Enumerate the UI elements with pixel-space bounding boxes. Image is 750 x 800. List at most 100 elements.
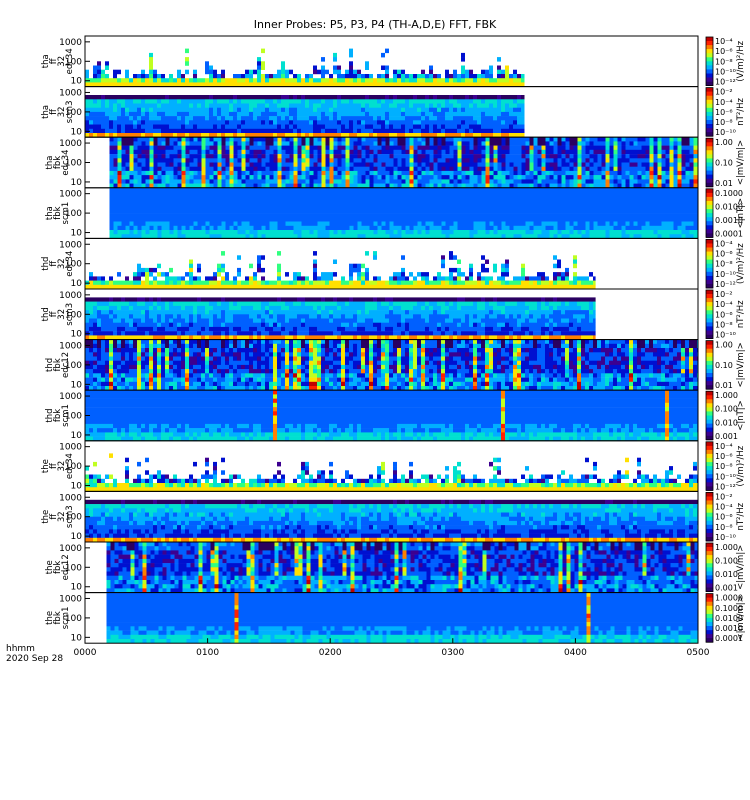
spectrogram-cell xyxy=(193,230,198,235)
spectrogram-cell xyxy=(93,103,97,108)
spectrogram-cell xyxy=(369,225,374,231)
spectrogram-cell xyxy=(293,192,298,197)
spectrogram-cell xyxy=(385,116,389,121)
spectrogram-cell xyxy=(145,133,149,138)
spectrogram-cell xyxy=(649,162,654,167)
spectrogram-cell xyxy=(285,120,289,125)
spectrogram-cell xyxy=(309,116,313,121)
spectrogram-cell xyxy=(145,200,150,205)
spectrogram-cell xyxy=(377,128,381,134)
spectrogram-cell xyxy=(517,187,522,193)
spectrogram-cell xyxy=(349,61,353,66)
spectrogram-cell xyxy=(269,200,274,205)
spectrogram-cell xyxy=(233,213,238,218)
spectrogram-cell xyxy=(329,225,334,231)
spectrogram-cell xyxy=(313,213,318,218)
spectrogram-cell xyxy=(389,213,394,218)
spectrogram-cell xyxy=(337,103,341,108)
spectrogram-cell xyxy=(637,154,642,159)
spectrogram-cell xyxy=(401,234,406,239)
spectrogram-cell xyxy=(529,183,534,189)
spectrogram-cell xyxy=(281,124,285,129)
spectrogram-cell xyxy=(433,204,438,210)
spectrogram-cell xyxy=(185,116,189,121)
spectrogram-cell xyxy=(337,230,342,235)
colorbar-step xyxy=(706,87,713,90)
spectrogram-cell xyxy=(521,158,526,163)
colorbar-step xyxy=(706,47,713,50)
spectrogram-cell xyxy=(341,234,346,239)
spectrogram-cell xyxy=(225,234,230,239)
spectrogram-cell xyxy=(593,137,598,142)
spectrogram-cell xyxy=(565,158,570,163)
spectrogram-cell xyxy=(173,230,178,235)
spectrogram-cell xyxy=(229,154,234,159)
spectrogram-cell xyxy=(377,149,382,155)
spectrogram-cell xyxy=(549,162,554,167)
spectrogram-cell xyxy=(165,137,170,142)
spectrogram-cell xyxy=(233,111,237,117)
spectrogram-cell xyxy=(229,170,234,176)
spectrogram-cell xyxy=(125,145,130,151)
spectrogram-cell xyxy=(273,99,277,104)
spectrogram-cell xyxy=(489,217,494,222)
spectrogram-cell xyxy=(297,78,301,83)
spectrogram-cell xyxy=(353,200,358,205)
spectrogram-cell xyxy=(181,111,185,117)
spectrogram-cell xyxy=(397,124,401,129)
spectrogram-cell xyxy=(565,141,570,146)
spectrogram-cell xyxy=(297,141,302,146)
spectrogram-cell xyxy=(473,120,477,125)
spectrogram-cell xyxy=(197,107,201,113)
spectrogram-cell xyxy=(597,213,602,218)
spectrogram-cell xyxy=(349,204,354,210)
spectrogram-cell xyxy=(113,158,118,163)
spectrogram-cell xyxy=(113,82,117,87)
spectrogram-cell xyxy=(413,111,417,117)
spectrogram-cell xyxy=(305,230,310,235)
spectrogram-cell xyxy=(173,187,178,193)
spectrogram-cell xyxy=(685,137,690,142)
spectrogram-cell xyxy=(93,120,97,125)
spectrogram-cell xyxy=(361,204,366,210)
spectrogram-cell xyxy=(657,145,662,151)
spectrogram-cell xyxy=(433,225,438,231)
spectrogram-cell xyxy=(425,120,429,125)
spectrogram-cell xyxy=(293,175,298,180)
spectrogram-cell xyxy=(269,95,273,100)
spectrogram-cell xyxy=(477,221,482,226)
spectrogram-cell xyxy=(305,149,310,155)
spectrogram-cell xyxy=(325,124,329,129)
spectrogram-cell xyxy=(477,179,482,184)
spectrogram-cell xyxy=(533,225,538,231)
spectrogram-cell xyxy=(565,170,570,176)
spectrogram-cell xyxy=(265,133,269,138)
spectrogram-cell xyxy=(565,230,570,235)
spectrogram-cell xyxy=(393,82,397,87)
spectrogram-cell xyxy=(541,141,546,146)
spectrogram-cell xyxy=(109,208,114,214)
spectrogram-cell xyxy=(141,196,146,201)
spectrogram-cell xyxy=(149,137,154,142)
colorbar-tick-label: 10⁻¹² xyxy=(715,78,736,87)
spectrogram-cell xyxy=(353,234,358,239)
spectrogram-cell xyxy=(293,137,298,142)
spectrogram-cell xyxy=(497,183,502,189)
spectrogram-cell xyxy=(313,200,318,205)
spectrogram-cell xyxy=(413,221,418,226)
spectrogram-cell xyxy=(253,107,257,113)
spectrogram-cell xyxy=(297,192,302,197)
spectrogram-cell xyxy=(377,133,381,138)
spectrogram-cell xyxy=(553,170,558,176)
spectrogram-cell xyxy=(605,187,610,193)
spectrogram-cell xyxy=(529,175,534,180)
spectrogram-cell xyxy=(425,145,430,151)
spectrogram-cell xyxy=(113,225,118,231)
spectrogram-cell xyxy=(293,116,297,121)
spectrogram-cell xyxy=(449,141,454,146)
spectrogram-cell xyxy=(397,149,402,155)
spectrogram-cell xyxy=(249,145,254,151)
spectrogram-cell xyxy=(537,179,542,184)
spectrogram-cell xyxy=(613,208,618,214)
spectrogram-cell xyxy=(573,221,578,226)
